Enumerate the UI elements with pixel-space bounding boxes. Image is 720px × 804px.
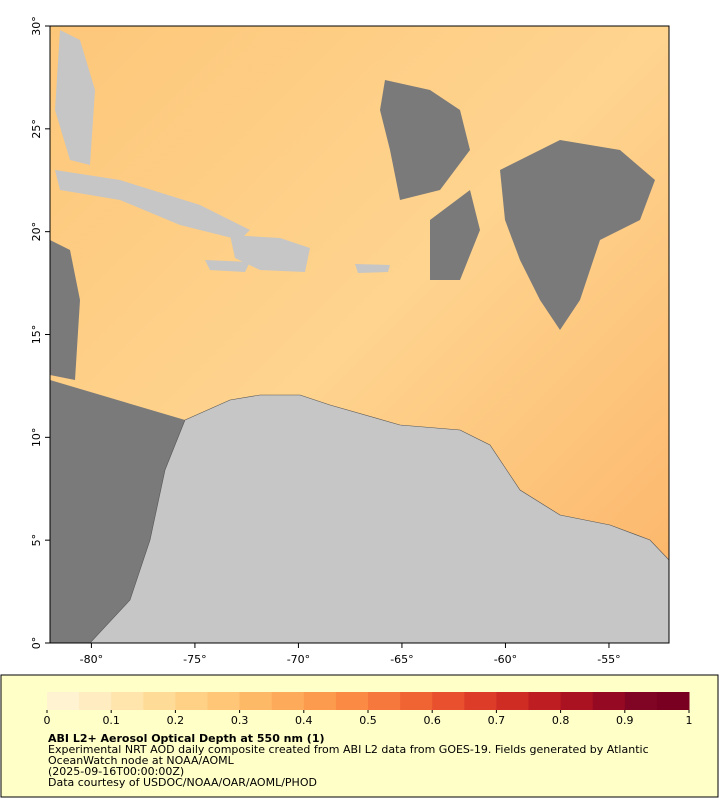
- colorbar-tick-label: 0.8: [552, 714, 570, 727]
- colorbar-tick-label: 0.5: [359, 714, 377, 727]
- y-tick-label: 20°: [30, 222, 43, 242]
- colorbar-swatch: [207, 692, 241, 710]
- axes: -80° -75° -70° -65° -60° -55° 0° 5° 10° 15° 20° 25°…: [30, 16, 621, 666]
- colorbar-tick-label: 1: [686, 714, 693, 727]
- x-tick-label: -75°: [183, 653, 206, 666]
- colorbar-swatch: [335, 692, 369, 710]
- colorbar-swatch: [464, 692, 497, 710]
- land: [89, 394, 670, 644]
- caption-line: (2025-09-16T00:00:00Z): [48, 765, 184, 778]
- land: [205, 260, 250, 272]
- x-tick-label: -80°: [80, 653, 103, 666]
- x-tick-label: -55°: [597, 653, 620, 666]
- colorbar-swatch: [368, 692, 401, 710]
- colorbar-tick-label: 0.9: [616, 714, 634, 727]
- colorbar-swatch: [656, 692, 690, 710]
- colorbar-tick-label: 0.1: [102, 714, 120, 727]
- map: [49, 25, 670, 644]
- y-tick-label: 30°: [30, 16, 43, 36]
- colorbar-tick-label: 0.2: [167, 714, 185, 727]
- caption-line: OceanWatch node at NOAA/AOML: [48, 754, 235, 767]
- x-tick-label: -60°: [494, 653, 517, 666]
- caption-title: ABI L2+ Aerosol Optical Depth at 550 nm …: [48, 732, 325, 745]
- no-data: [50, 240, 80, 380]
- land: [55, 170, 250, 240]
- colorbar-swatch: [79, 692, 112, 710]
- y-tick-label: 10°: [30, 428, 43, 448]
- colorbar-swatch: [624, 692, 658, 710]
- cloud: [500, 140, 655, 330]
- caption-line: Data courtesy of USDOC/NOAA/OAR/AOML/PHO…: [48, 776, 317, 789]
- colorbar-swatch: [47, 692, 80, 710]
- land: [355, 264, 390, 273]
- colorbar-swatch: [400, 692, 433, 710]
- x-tick-label: -70°: [287, 653, 310, 666]
- colorbar-swatch: [271, 692, 305, 710]
- colorbar-swatch: [528, 692, 562, 710]
- y-tick-label: 5°: [30, 534, 43, 547]
- colorbar-swatch: [175, 692, 208, 710]
- colorbar-tick-label: 0: [44, 714, 51, 727]
- x-tick-label: -65°: [390, 653, 413, 666]
- colorbar-swatch: [560, 692, 594, 710]
- colorbar-swatch: [143, 692, 176, 710]
- colorbar-tick-label: 0.7: [488, 714, 506, 727]
- caption-line: Experimental NRT AOD daily composite cre…: [48, 743, 649, 756]
- y-tick-label: 0°: [30, 637, 43, 650]
- colorbar-swatch: [496, 692, 529, 710]
- colorbar-swatch: [432, 692, 465, 710]
- cloud: [430, 190, 480, 280]
- colorbar-swatch: [239, 692, 273, 710]
- land: [55, 30, 95, 165]
- colorbar-swatch: [303, 692, 337, 710]
- y-tick-label: 15°: [30, 325, 43, 345]
- colorbar-swatch: [592, 692, 626, 710]
- no-data: [50, 380, 185, 643]
- colorbar: 0 0.1 0.2 0.3 0.4 0.5 0.6 0.7 0.8 0.9 1: [44, 692, 693, 727]
- colorbar-tick-label: 0.6: [423, 714, 441, 727]
- colorbar-tick-label: 0.4: [295, 714, 313, 727]
- colorbar-swatch: [111, 692, 144, 710]
- y-tick-label: 25°: [30, 119, 43, 139]
- colorbar-tick-label: 0.3: [231, 714, 249, 727]
- land: [230, 235, 310, 272]
- cloud: [380, 80, 470, 200]
